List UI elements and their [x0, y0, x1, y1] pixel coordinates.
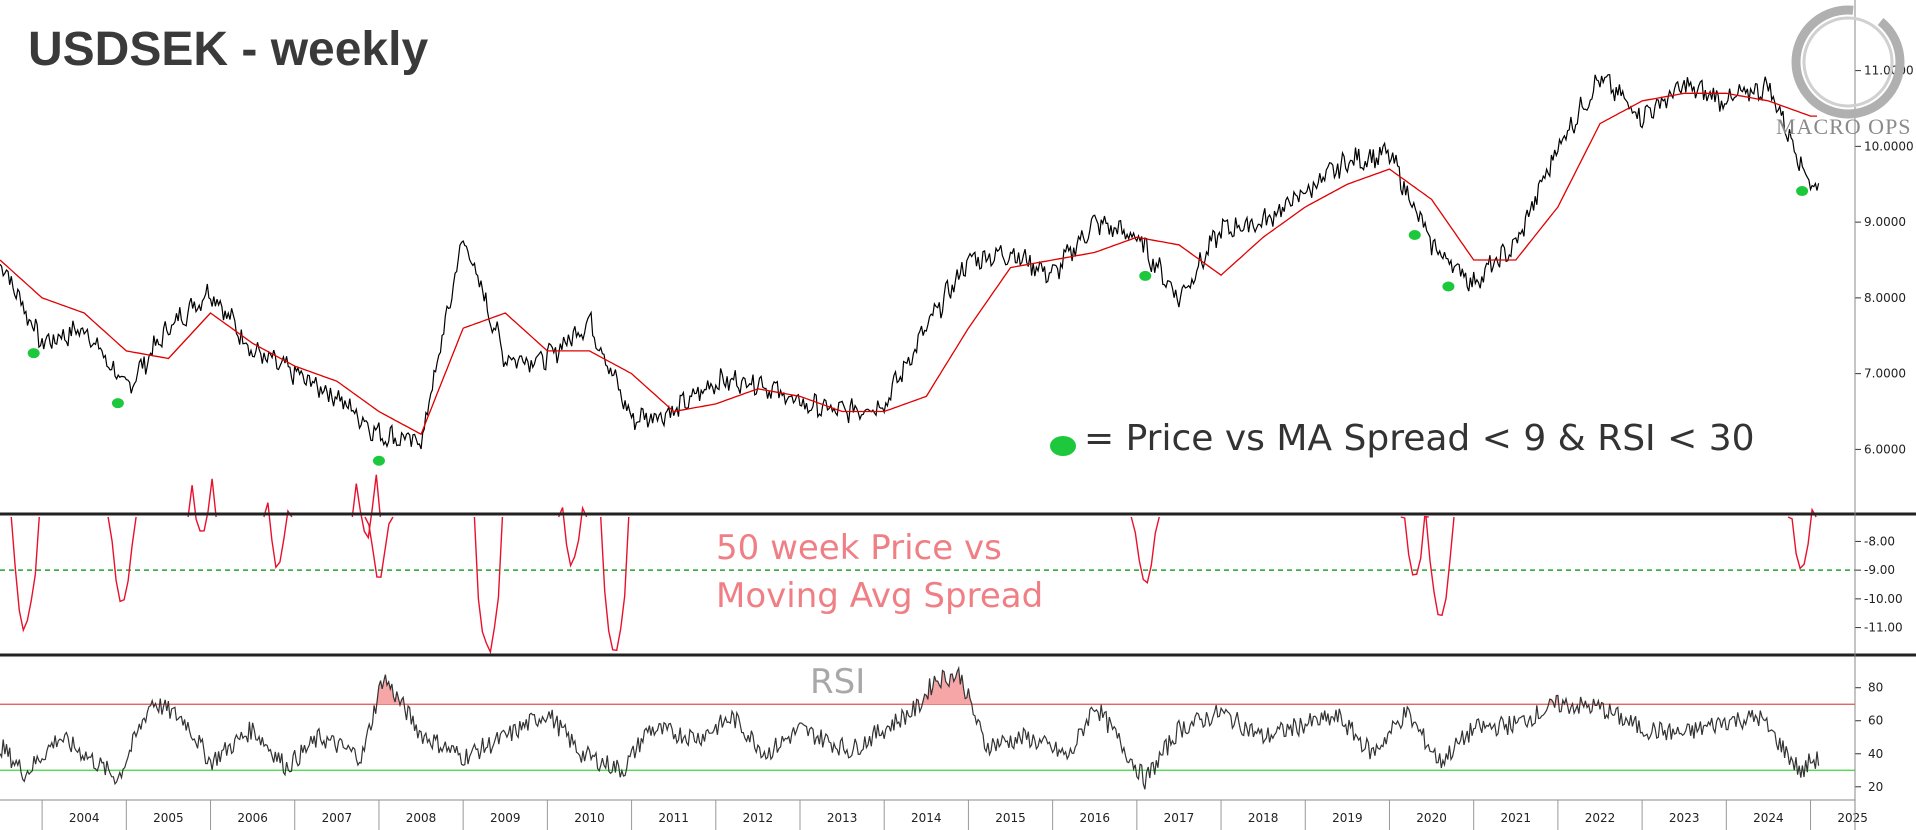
x-tick-label: 2010	[574, 811, 605, 825]
x-tick-label: 2017	[1164, 811, 1195, 825]
y-tick-label: -9.00	[1864, 563, 1895, 577]
legend-text: = Price vs MA Spread < 9 & RSI < 30	[1084, 418, 1755, 459]
spread-dip	[557, 505, 588, 568]
x-tick-label: 2020	[1416, 811, 1447, 825]
price-line	[0, 74, 1820, 450]
y-tick-label: 40	[1868, 747, 1883, 761]
x-tick-label: 2004	[69, 811, 100, 825]
macro-ops-logo	[1791, 5, 1905, 119]
chart-title: USDSEK - weekly	[28, 23, 429, 76]
logo-text: MACRO OPS	[1776, 114, 1912, 139]
y-tick-label: 10.0000	[1864, 139, 1914, 153]
x-tick-label: 2018	[1248, 811, 1279, 825]
y-tick-label: 9.0000	[1864, 215, 1906, 229]
spread-dip	[1400, 515, 1429, 576]
spread-dip	[1425, 516, 1455, 617]
rsi-overbought-fill	[1549, 699, 1553, 705]
x-tick-label: 2015	[995, 811, 1026, 825]
spread-dip	[1130, 516, 1160, 584]
x-tick-label: 2006	[237, 811, 268, 825]
spread-dip	[263, 502, 293, 570]
rsi-line	[0, 665, 1820, 790]
rsi-panel: 20 40 60 80	[0, 665, 1883, 794]
x-tick-label: 2014	[911, 811, 942, 825]
x-tick-label: 2011	[658, 811, 689, 825]
signal-dot	[372, 455, 385, 466]
y-tick-label: 20	[1868, 780, 1883, 794]
y-tick-label: 80	[1868, 681, 1883, 695]
spread-dip	[351, 474, 382, 540]
y-tick-label: -11.00	[1864, 621, 1903, 635]
spread-dip	[10, 516, 40, 633]
spread-panel: -8.00 -9.00 -10.00 -11.00	[0, 474, 1903, 655]
x-tick-label: 2022	[1585, 811, 1616, 825]
legend-marker	[1050, 436, 1076, 456]
signal-dot	[1796, 186, 1809, 197]
x-tick-label: 2023	[1669, 811, 1700, 825]
x-tick-label: 2019	[1332, 811, 1363, 825]
signal-dot	[1139, 270, 1152, 281]
x-tick-label: 2025	[1837, 811, 1868, 825]
y-tick-label: -10.00	[1864, 592, 1903, 606]
spread-dip	[1787, 507, 1817, 570]
rsi-overbought-fill	[1556, 695, 1558, 705]
y-tick-label: 8.0000	[1864, 291, 1906, 305]
y-tick-label: 6.0000	[1864, 442, 1906, 456]
x-tick-label: 2009	[490, 811, 521, 825]
y-tick-label: 7.0000	[1864, 367, 1906, 381]
x-tick-label: 2013	[827, 811, 858, 825]
y-tick-label: -8.00	[1864, 534, 1895, 548]
spread-label-line2: Moving Avg Spread	[716, 576, 1044, 616]
spread-dip	[600, 516, 630, 652]
signal-dot	[27, 348, 40, 359]
spread-label-line1: 50 week Price vs	[716, 528, 1002, 568]
x-tick-label: 2012	[743, 811, 774, 825]
x-tick-label: 2016	[1079, 811, 1110, 825]
spread-dip	[107, 516, 137, 603]
spread-dip	[187, 478, 217, 532]
x-tick-label: 2024	[1753, 811, 1784, 825]
x-tick-label: 2021	[1501, 811, 1532, 825]
x-axis: 2004 2005 2006 2007 2008 2009 2010 2011 2012 2013…	[0, 799, 1868, 830]
x-tick-label: 2008	[406, 811, 437, 825]
signal-dot	[1442, 281, 1455, 292]
spread-dip	[364, 516, 394, 578]
x-tick-label: 2005	[153, 811, 184, 825]
signal-dot	[1408, 230, 1421, 240]
moving-average-line	[0, 92, 1817, 436]
signal-dot	[111, 398, 124, 409]
spread-dip	[473, 516, 504, 655]
rsi-overbought-fill	[401, 697, 404, 705]
rsi-label: RSI	[810, 662, 866, 702]
y-tick-label: 60	[1868, 714, 1883, 728]
x-tick-label: 2007	[322, 811, 353, 825]
